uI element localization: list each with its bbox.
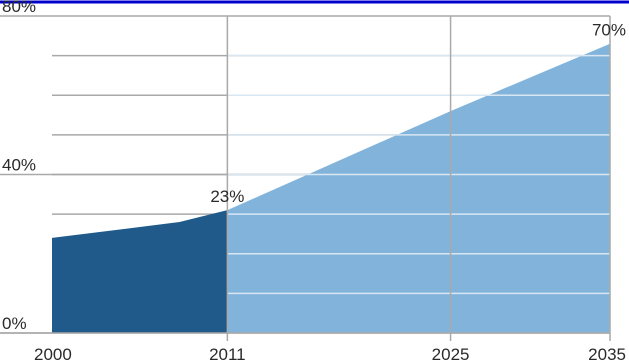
y-tick-label-0: 0% bbox=[2, 314, 27, 333]
x-tick-label-2025: 2025 bbox=[432, 345, 470, 364]
x-axis-tick-labels: 2000 2011 2025 2035 bbox=[34, 345, 626, 364]
x-tick-label-2035: 2035 bbox=[588, 345, 626, 364]
y-axis-tick-labels: 0% 40% 80% bbox=[2, 0, 36, 333]
y-tick-label-80: 80% bbox=[2, 0, 36, 16]
x-tick-label-2011: 2011 bbox=[209, 345, 246, 364]
area-series-1 bbox=[52, 210, 228, 333]
y-tick-label-40: 40% bbox=[2, 156, 36, 175]
area-series-2 bbox=[227, 43, 610, 334]
data-labels: 23% 70% bbox=[210, 21, 626, 206]
chart-areas bbox=[52, 43, 610, 334]
data-label-2011: 23% bbox=[210, 187, 244, 206]
data-label-2035: 70% bbox=[592, 21, 626, 40]
x-tick-label-2000: 2000 bbox=[34, 345, 72, 364]
vertical-gridlines bbox=[226, 16, 611, 341]
